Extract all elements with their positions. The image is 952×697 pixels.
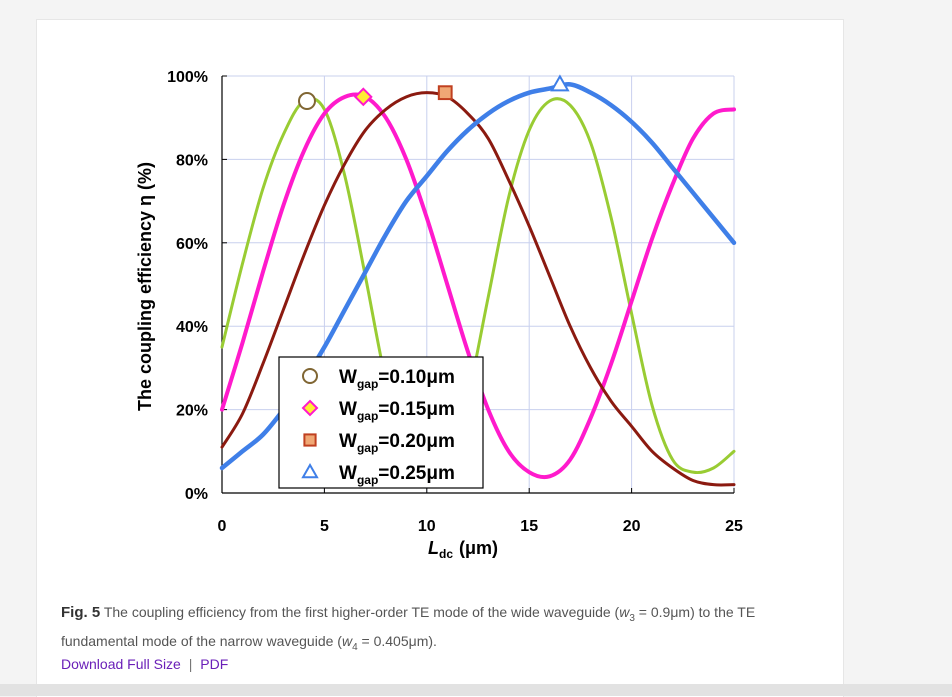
y-tick-label: 80% — [176, 152, 208, 169]
series-marker-circle — [297, 92, 316, 111]
caption-text-1: The coupling efficiency from the first h… — [103, 604, 620, 620]
download-full-size-link[interactable]: Download Full Size — [61, 656, 181, 672]
link-separator: | — [188, 656, 193, 672]
caption-text-2: = 0.9μm) to the TE fundamental mode of t… — [61, 604, 756, 649]
x-tick-label: 0 — [218, 518, 227, 535]
caption-text-3: = 0.405μm). — [357, 633, 437, 649]
figure-caption: Fig. 5 The coupling efficiency from the … — [61, 598, 821, 656]
series-marker-square — [303, 433, 317, 447]
x-axis-label: Ldc (μm) — [428, 538, 498, 561]
x-tick-label: 25 — [725, 518, 743, 535]
figure-label: Fig. 5 — [61, 604, 101, 621]
y-tick-label: 0% — [185, 486, 208, 503]
x-tick-label: 5 — [320, 518, 329, 535]
y-axis-label: The coupling efficiency η (%) — [135, 162, 155, 411]
caption-sub-3: 3 — [629, 612, 635, 624]
x-tick-label: 10 — [418, 518, 436, 535]
x-tick-label: 15 — [520, 518, 538, 535]
legend-entry-label: Wgap=0.15μm — [339, 399, 455, 423]
x-tick-label: 20 — [623, 518, 641, 535]
legend-box — [278, 356, 484, 489]
legend-entry-label: Wgap=0.25μm — [339, 463, 455, 487]
page-bottom-bar — [0, 684, 952, 696]
y-tick-label: 20% — [176, 403, 208, 420]
y-tick-label: 60% — [176, 236, 208, 253]
series-marker-square — [437, 85, 453, 101]
series-marker-diamond — [301, 399, 319, 417]
pdf-link[interactable]: PDF — [200, 656, 229, 672]
caption-var-w4: w — [341, 633, 353, 649]
caption-sub-4: 4 — [352, 641, 358, 653]
series-line — [220, 91, 736, 487]
legend-entry-label: Wgap=0.20μm — [339, 431, 455, 455]
y-tick-label: 40% — [176, 319, 208, 336]
series-marker-triangle — [301, 462, 319, 479]
y-tick-label: 100% — [167, 69, 208, 86]
legend-entry-label: Wgap=0.10μm — [339, 367, 455, 391]
figure-links: Download Full Size | PDF — [61, 656, 228, 672]
series-marker-triangle — [550, 74, 570, 92]
series-marker-circle — [302, 368, 318, 384]
caption-var-w3: w — [619, 604, 630, 620]
series-marker-diamond — [353, 87, 373, 107]
